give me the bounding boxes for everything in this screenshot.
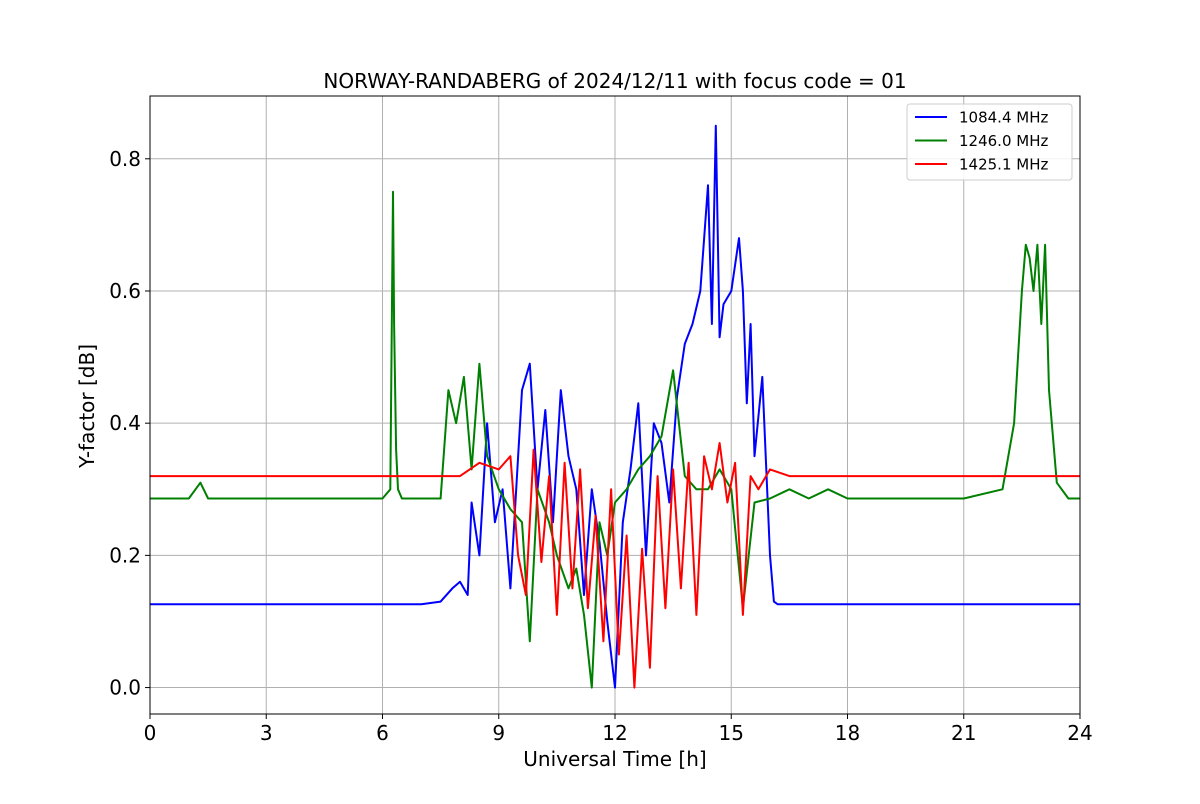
legend-box	[906, 103, 1073, 181]
x-tick-label: 21	[951, 721, 976, 745]
x-tick-label: 12	[602, 721, 627, 745]
x-tick-label: 3	[260, 721, 273, 745]
x-tick-label: 18	[835, 721, 860, 745]
x-tick-label: 24	[1067, 721, 1092, 745]
series-line-1	[150, 124, 1080, 689]
plot-series	[150, 124, 1080, 689]
chart-title: NORWAY-RANDABERG of 2024/12/11 with focu…	[323, 69, 906, 93]
legend: 1084.4 MHz 1246.0 MHz 1425.1 MHz	[906, 103, 1073, 181]
legend-label: 1425.1 MHz	[959, 156, 1048, 174]
x-axis-label: Universal Time [h]	[523, 747, 706, 771]
x-axis-ticks: 0 3 6 9 12 15 18 21 24	[144, 714, 1093, 745]
y-tick-label: 0.2	[109, 543, 141, 567]
x-tick-label: 0	[144, 721, 157, 745]
x-tick-label: 9	[492, 721, 505, 745]
x-tick-label: 6	[376, 721, 389, 745]
y-tick-label: 0.0	[109, 676, 141, 700]
y-tick-label: 0.6	[109, 279, 141, 303]
legend-label: 1084.4 MHz	[959, 109, 1048, 127]
series-line-3	[150, 442, 1080, 689]
series-line-2	[150, 190, 1080, 689]
y-axis-ticks: 0.0 0.2 0.4 0.6 0.8	[109, 147, 150, 700]
x-tick-label: 15	[719, 721, 744, 745]
y-tick-label: 0.8	[109, 147, 141, 171]
legend-label: 1246.0 MHz	[959, 132, 1048, 150]
y-axis-label: Y-factor [dB]	[75, 344, 99, 469]
y-tick-label: 0.4	[109, 411, 141, 435]
